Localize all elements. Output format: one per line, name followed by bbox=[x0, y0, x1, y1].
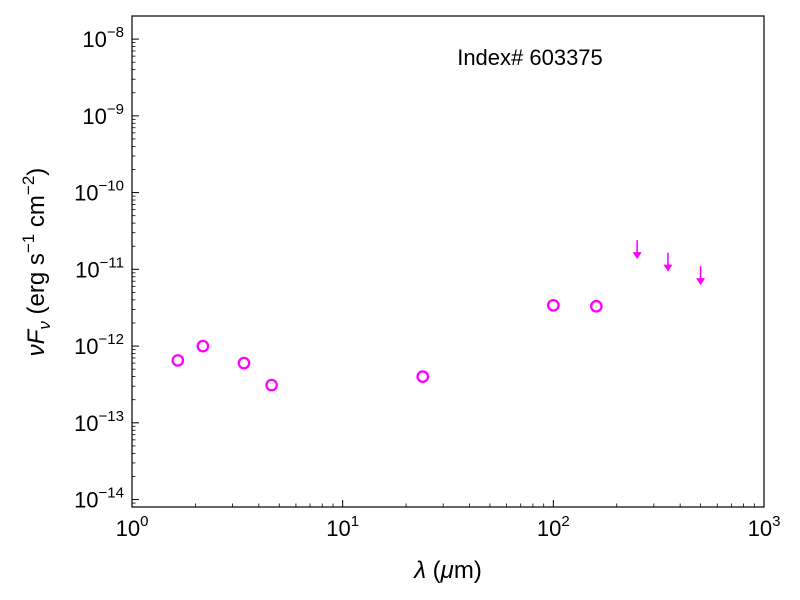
y-tick-label: 10−10 bbox=[74, 178, 124, 206]
y-axis-title: νFν (erg s−1 cm−2) bbox=[19, 168, 54, 357]
y-tick-label: 10−14 bbox=[74, 485, 124, 513]
data-point bbox=[265, 378, 278, 392]
y-tick-label: 10−9 bbox=[82, 101, 124, 129]
y-tick-label: 10−11 bbox=[75, 254, 124, 282]
upper-limit-marker bbox=[696, 266, 706, 286]
y-tick-label: 10−12 bbox=[74, 331, 124, 359]
data-point bbox=[416, 370, 430, 383]
data-point bbox=[546, 298, 560, 312]
x-tick-label: 100 bbox=[116, 513, 149, 541]
x-tick-label: 103 bbox=[748, 513, 781, 541]
y-tick-label: 10−13 bbox=[74, 408, 124, 436]
plot-area bbox=[131, 15, 765, 508]
data-point bbox=[589, 299, 603, 313]
x-tick-label: 101 bbox=[326, 513, 359, 541]
data-point bbox=[171, 354, 185, 367]
x-tick-label: 102 bbox=[537, 513, 570, 541]
data-point bbox=[237, 356, 251, 370]
axis-ticks: 100 101 102 103 10−14 10−13 10−12 10−11 10−10 10−… bbox=[74, 15, 781, 541]
upper-limit-marker bbox=[632, 240, 642, 260]
annotation-label: Index# 603375 bbox=[457, 45, 603, 70]
y-tick-label: 10−8 bbox=[82, 24, 124, 52]
upper-limit-marker bbox=[663, 252, 673, 272]
data-point bbox=[196, 339, 210, 353]
x-axis-title: λ (μm) bbox=[412, 557, 482, 584]
data-marks bbox=[171, 240, 706, 392]
